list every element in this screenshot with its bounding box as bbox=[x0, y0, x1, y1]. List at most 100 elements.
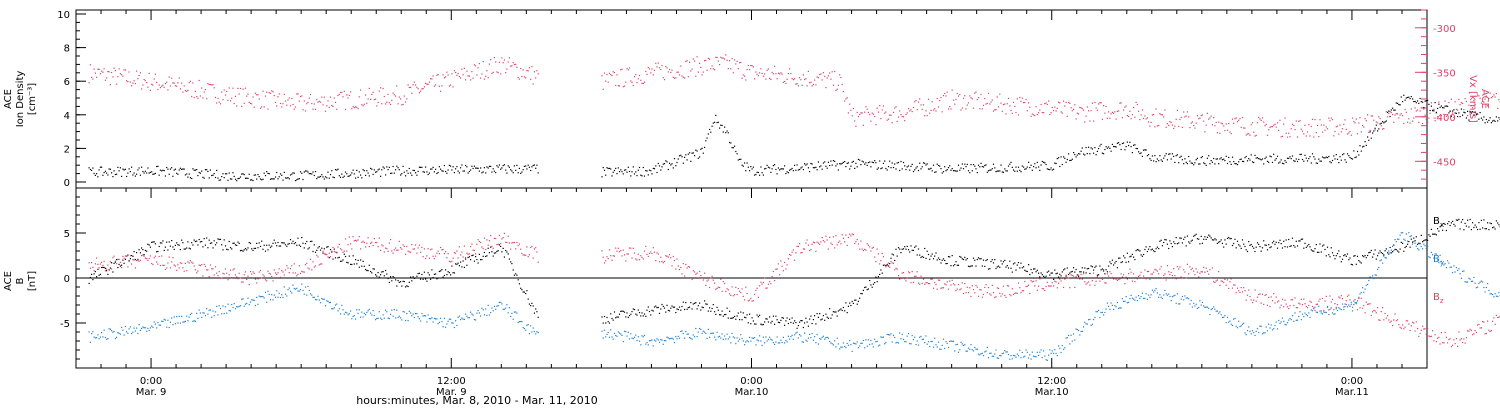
density-series-point bbox=[279, 176, 280, 177]
bx-series-point bbox=[1370, 252, 1371, 253]
density-series-point bbox=[1473, 114, 1474, 115]
by-series-point bbox=[895, 342, 896, 343]
by-series-point bbox=[151, 326, 152, 327]
density-series-point bbox=[319, 177, 320, 178]
bx-series-point bbox=[252, 250, 253, 251]
density-series-point bbox=[433, 167, 434, 168]
bx-series-point bbox=[105, 268, 106, 269]
density-series-point bbox=[1247, 160, 1248, 161]
vx-series-point bbox=[119, 68, 120, 69]
bx-series-point bbox=[350, 264, 351, 265]
bx-series-point bbox=[1362, 255, 1363, 256]
density-series-point bbox=[533, 165, 534, 166]
by-series-point bbox=[1129, 298, 1130, 299]
by-series-point bbox=[125, 326, 126, 327]
by-series-point bbox=[843, 342, 844, 343]
by-series-point bbox=[1217, 311, 1218, 312]
density-series-point bbox=[1496, 116, 1497, 117]
density-series-point bbox=[165, 175, 166, 176]
density-series-point bbox=[829, 165, 830, 166]
by-series-point bbox=[375, 319, 376, 320]
vx-series-point bbox=[818, 77, 819, 78]
by-series-point bbox=[322, 299, 323, 300]
vx-series-point bbox=[120, 73, 121, 74]
by-series-point bbox=[102, 336, 103, 337]
by-series-point bbox=[509, 307, 510, 308]
bx-series-point bbox=[864, 287, 865, 288]
bx-series-point bbox=[809, 319, 810, 320]
density-series-point bbox=[1103, 153, 1104, 154]
bx-series-point bbox=[489, 252, 490, 253]
by-series-point bbox=[345, 312, 346, 313]
bx-series-point bbox=[335, 257, 336, 258]
density-series-point bbox=[680, 155, 681, 156]
density-series-point bbox=[1362, 146, 1363, 147]
by-series-point bbox=[704, 332, 705, 333]
vx-series-point bbox=[469, 76, 470, 77]
bx-series-point bbox=[1138, 250, 1139, 251]
by-series-point bbox=[879, 345, 880, 346]
vx-series-point bbox=[290, 105, 291, 106]
by-series-point bbox=[1084, 322, 1085, 323]
density-series-point bbox=[779, 169, 780, 170]
bx-series-point bbox=[800, 320, 801, 321]
vx-series-point bbox=[813, 84, 814, 85]
density-series-point bbox=[1338, 162, 1339, 163]
density-series-point bbox=[953, 170, 954, 171]
vx-series-point bbox=[1066, 102, 1067, 103]
vx-series-point bbox=[1191, 123, 1192, 124]
by-series-point bbox=[443, 326, 444, 327]
bx-series-point bbox=[676, 308, 677, 309]
vx-series-point bbox=[621, 69, 622, 70]
bx-series-point bbox=[119, 264, 120, 265]
vx-series-point bbox=[1026, 99, 1027, 100]
by-series-point bbox=[974, 347, 975, 348]
vx-series-point bbox=[728, 68, 729, 69]
bx-series-point bbox=[688, 307, 689, 308]
density-series-point bbox=[1495, 121, 1496, 122]
bx-series-point bbox=[1262, 247, 1263, 248]
bx-series-point bbox=[635, 314, 636, 315]
by-series-point bbox=[1023, 356, 1024, 357]
by-series-point bbox=[1003, 353, 1004, 354]
bx-series-point bbox=[704, 300, 705, 301]
density-series-point bbox=[1406, 97, 1407, 98]
density-series-point bbox=[890, 167, 891, 168]
density-series-point bbox=[1476, 114, 1477, 115]
bx-series-point bbox=[770, 322, 771, 323]
density-series-point bbox=[505, 170, 506, 171]
bx-series-point bbox=[311, 241, 312, 242]
density-series-point bbox=[883, 163, 884, 164]
density-series-point bbox=[420, 167, 421, 168]
bx-series-point bbox=[1076, 269, 1077, 270]
vx-series-point bbox=[993, 111, 994, 112]
vx-series-point bbox=[1393, 122, 1394, 123]
by-series-point bbox=[132, 332, 133, 333]
density-series-point bbox=[1096, 154, 1097, 155]
bx-series-point bbox=[1214, 238, 1215, 239]
bx-series-point bbox=[270, 247, 271, 248]
bx-series-point bbox=[984, 266, 985, 267]
by-series-point bbox=[1028, 357, 1029, 358]
by-series-point bbox=[311, 295, 312, 296]
by-series-point bbox=[690, 338, 691, 339]
bx-series-point bbox=[292, 241, 293, 242]
by-series-point bbox=[749, 337, 750, 338]
vx-series-point bbox=[1488, 98, 1489, 99]
density-series-point bbox=[275, 176, 276, 177]
vx-series-point bbox=[282, 103, 283, 104]
by-series-point bbox=[928, 341, 929, 342]
bx-series-point bbox=[174, 249, 175, 250]
bx-series-point bbox=[440, 270, 441, 271]
bx-series-point bbox=[968, 266, 969, 267]
by-series-point bbox=[1247, 330, 1248, 331]
density-series-point bbox=[411, 175, 412, 176]
by-series-point bbox=[1111, 302, 1112, 303]
by-series-point bbox=[608, 332, 609, 333]
vx-series-point bbox=[355, 106, 356, 107]
vx-series-point bbox=[159, 84, 160, 85]
bx-series-point bbox=[322, 252, 323, 253]
by-series-point bbox=[1288, 320, 1289, 321]
by-series-point bbox=[476, 313, 477, 314]
vx-series-point bbox=[1251, 124, 1252, 125]
